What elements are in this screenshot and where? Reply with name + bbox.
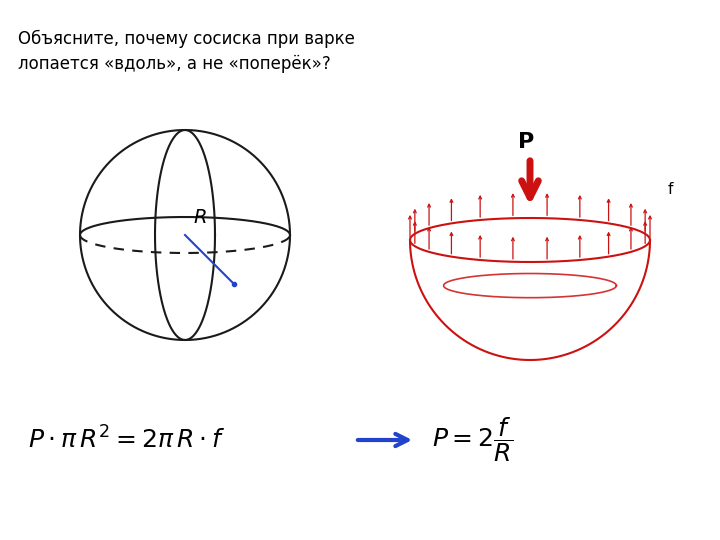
Text: $P \cdot \pi\, R^2 = 2\pi\, R \cdot f$: $P \cdot \pi\, R^2 = 2\pi\, R \cdot f$ [28, 427, 225, 454]
Text: f: f [668, 183, 673, 198]
Text: P: P [518, 132, 534, 152]
Text: Объясните, почему сосиска при варке
лопается «вдоль», а не «поперёк»?: Объясните, почему сосиска при варке лопа… [18, 30, 355, 73]
Text: R: R [193, 208, 207, 227]
Text: $P = 2\dfrac{f}{R}$: $P = 2\dfrac{f}{R}$ [432, 416, 513, 464]
